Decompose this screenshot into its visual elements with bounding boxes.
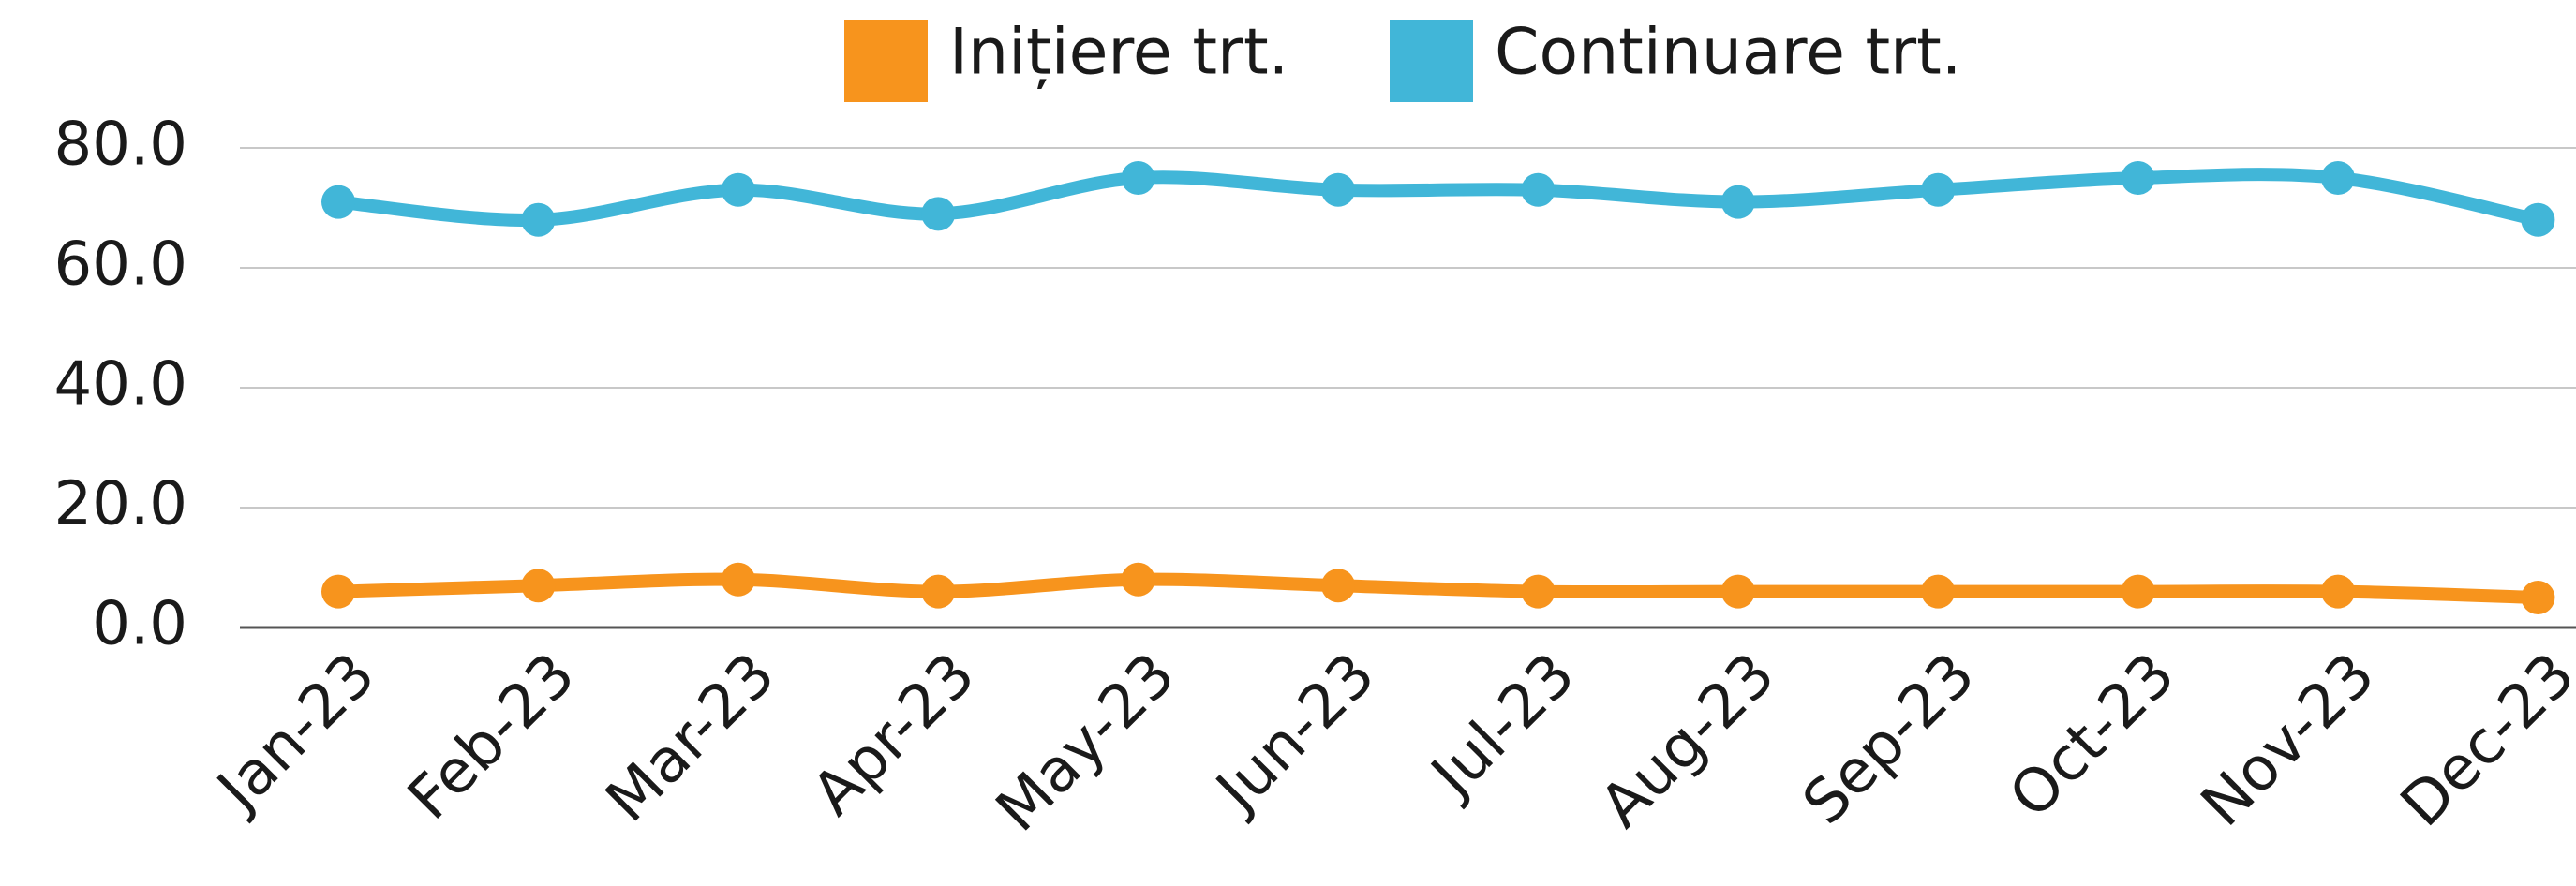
x-tick-label: May-23 — [983, 640, 1188, 845]
marker — [721, 172, 755, 207]
marker — [2321, 574, 2355, 609]
x-tick-label: Mar-23 — [593, 640, 789, 835]
x-tick-label: Sep-23 — [1790, 640, 1988, 838]
y-tick-label: 60.0 — [54, 230, 188, 300]
marker — [1521, 172, 1556, 207]
marker — [1921, 172, 1956, 207]
marker — [921, 574, 956, 609]
legend-label: Continuare trt. — [1495, 16, 1961, 90]
marker — [1121, 161, 1155, 195]
marker — [2121, 574, 2155, 609]
legend-swatch — [844, 20, 928, 102]
y-tick-label: 80.0 — [54, 111, 188, 180]
marker — [321, 574, 355, 609]
marker — [1921, 574, 1956, 609]
marker — [521, 569, 556, 603]
x-tick-label: Jul-23 — [1416, 640, 1588, 812]
y-tick-label: 40.0 — [54, 350, 188, 420]
legend-label: Inițiere trt. — [949, 16, 1288, 90]
line — [337, 572, 2539, 604]
legend-swatch — [1390, 20, 1473, 102]
marker — [1720, 185, 1755, 219]
x-tick-label: Jan-23 — [202, 640, 389, 826]
marker — [1720, 574, 1755, 609]
marker — [721, 562, 755, 597]
x-tick-label: Jun-23 — [1201, 640, 1389, 827]
marker — [2521, 202, 2555, 237]
marker — [1321, 172, 1355, 207]
x-tick-label: Feb-23 — [395, 640, 588, 833]
x-tick-label: Dec-23 — [2388, 640, 2576, 840]
marker — [1121, 562, 1155, 597]
x-tick-label: Aug-23 — [1587, 640, 1789, 841]
marker — [1321, 569, 1355, 603]
marker — [521, 202, 556, 237]
marker — [2521, 581, 2555, 614]
marker — [321, 185, 355, 219]
y-tick-label: 0.0 — [92, 590, 187, 659]
x-tick-label: Oct-23 — [1997, 640, 2188, 831]
line — [337, 168, 2539, 227]
x-tick-label: Nov-23 — [2188, 640, 2388, 839]
y-tick-label: 20.0 — [54, 470, 188, 539]
marker — [1521, 574, 1556, 609]
marker — [2121, 161, 2155, 195]
x-tick-label: Apr-23 — [799, 640, 989, 829]
marker — [2321, 161, 2355, 195]
marker — [921, 197, 956, 231]
